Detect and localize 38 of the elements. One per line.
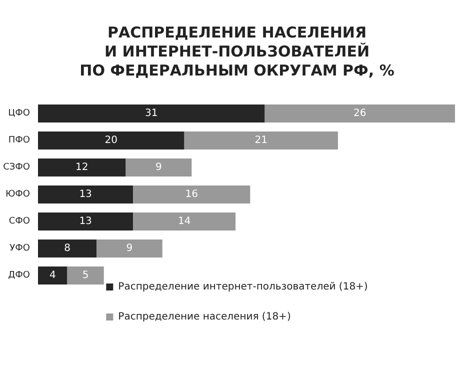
bar (133, 186, 250, 204)
y-tick-label: СФО (8, 216, 30, 226)
bar (38, 186, 134, 204)
y-tick-label: ЮФО (5, 190, 30, 200)
bar (38, 266, 68, 284)
y-tick-label: СЗФО (3, 162, 30, 172)
data-label: 20 (104, 135, 118, 146)
data-label: 9 (156, 162, 162, 173)
data-label: 5 (82, 270, 89, 281)
chart-title: РАСПРЕДЕЛЕНИЕ НАСЕЛЕНИЯ И ИНТЕРНЕТ-ПОЛЬЗОВАТЕЛЕЙ ПО ФЕДЕРАЛЬНЫМ ОКРУГАМ РФ, % (80, 24, 394, 80)
y-tick-label: ЦФО (8, 108, 30, 118)
data-label: 4 (49, 270, 56, 281)
bar (133, 212, 236, 230)
bar (38, 158, 126, 176)
bar (67, 266, 104, 284)
y-tick-label: УФО (10, 244, 30, 254)
bar (264, 104, 455, 122)
data-label: 16 (185, 189, 198, 200)
legend-label: Распределение населения (18+) (118, 312, 291, 322)
bar (38, 212, 134, 230)
data-label: 13 (79, 189, 92, 200)
bar (184, 132, 338, 150)
data-label: 13 (79, 216, 92, 227)
data-label: 21 (254, 135, 268, 146)
y-tick-label: ДФО (8, 270, 30, 280)
y-tick-label: ПФО (8, 136, 30, 146)
bar (38, 240, 97, 258)
data-label: 14 (178, 216, 191, 227)
data-label: 12 (76, 162, 88, 173)
data-label: 9 (126, 243, 133, 254)
bar (96, 240, 162, 258)
bar (38, 104, 265, 122)
data-label: 26 (354, 108, 366, 119)
data-label: 31 (145, 108, 158, 119)
legend-label: Распределение интернет-пользователей (18+) (118, 282, 368, 292)
bar (38, 132, 184, 150)
data-label: 8 (64, 243, 70, 254)
bar (126, 158, 192, 176)
